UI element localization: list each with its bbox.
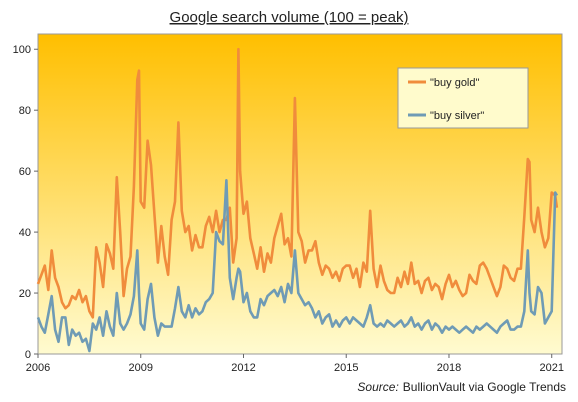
legend-box [397, 67, 529, 129]
x-tick-label: 2009 [129, 362, 153, 374]
y-tick-label: 60 [19, 166, 31, 178]
y-tick-label: 80 [19, 105, 31, 117]
y-tick-label: 20 [19, 288, 31, 300]
x-tick-label: 2015 [334, 362, 358, 374]
y-tick-label: 0 [25, 349, 31, 361]
source-label: Source: [357, 380, 398, 394]
x-tick-label: 2021 [539, 362, 563, 374]
y-axis: 0 20 40 60 80 100 [13, 44, 38, 361]
series-layer [36, 47, 559, 353]
source-note: Source: BullionVault via Google Trends [357, 380, 566, 394]
series-line-buy-gold [36, 47, 559, 319]
x-tick-label: 2006 [26, 362, 50, 374]
x-tick-label: 2012 [231, 362, 255, 374]
legend: "buy gold" "buy silver" [397, 67, 529, 129]
x-tick-label: 2018 [437, 362, 461, 374]
y-tick-label: 40 [19, 227, 31, 239]
x-axis: 2006 2009 2012 2015 2018 2021 [26, 354, 564, 374]
legend-label-silver: "buy silver" [430, 110, 484, 122]
source-text: BullionVault via Google Trends [403, 380, 566, 394]
chart-title: Google search volume (100 = peak) [170, 9, 409, 26]
y-tick-label: 100 [13, 44, 31, 56]
series-line-buy-silver [36, 179, 559, 353]
legend-label-gold: "buy gold" [430, 77, 479, 89]
